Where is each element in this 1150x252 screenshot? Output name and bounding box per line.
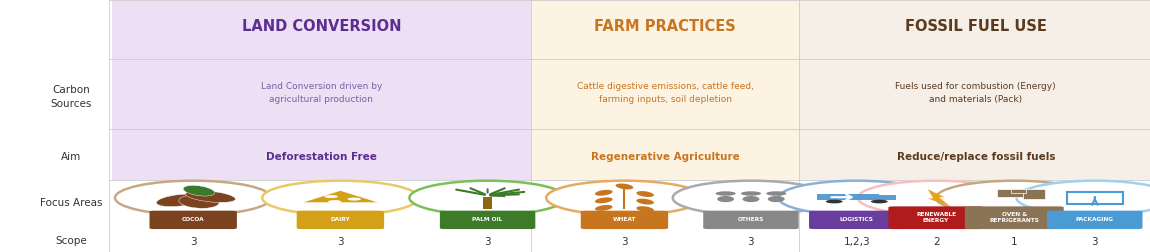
Ellipse shape: [718, 196, 734, 202]
FancyBboxPatch shape: [799, 129, 1150, 180]
FancyBboxPatch shape: [889, 206, 983, 229]
Text: Regenerative Agriculture: Regenerative Agriculture: [591, 152, 739, 162]
Bar: [1022, 189, 1045, 199]
Text: Reduce/replace fossil fuels: Reduce/replace fossil fuels: [897, 152, 1055, 162]
Circle shape: [673, 181, 829, 215]
FancyBboxPatch shape: [531, 129, 799, 180]
Bar: [997, 189, 1026, 197]
Circle shape: [741, 191, 761, 196]
Bar: [818, 194, 880, 200]
FancyBboxPatch shape: [704, 211, 798, 229]
Circle shape: [936, 181, 1092, 215]
Polygon shape: [301, 191, 380, 203]
Bar: [483, 197, 492, 209]
Ellipse shape: [595, 205, 613, 211]
Ellipse shape: [595, 197, 613, 203]
Circle shape: [328, 200, 342, 203]
FancyBboxPatch shape: [799, 59, 1150, 129]
FancyBboxPatch shape: [150, 211, 237, 229]
FancyBboxPatch shape: [112, 59, 531, 129]
Text: OTHERS: OTHERS: [738, 217, 764, 222]
Circle shape: [871, 200, 888, 203]
Text: Land Conversion driven by
agricultural production: Land Conversion driven by agricultural p…: [261, 82, 382, 104]
Circle shape: [347, 198, 361, 201]
FancyBboxPatch shape: [112, 0, 531, 59]
Text: LOGISTICS: LOGISTICS: [840, 217, 874, 222]
FancyBboxPatch shape: [965, 206, 1064, 229]
Bar: [876, 195, 896, 200]
FancyBboxPatch shape: [799, 0, 1150, 59]
Text: FARM PRACTICES: FARM PRACTICES: [595, 19, 736, 34]
Circle shape: [262, 181, 419, 215]
Text: DAIRY: DAIRY: [330, 217, 351, 222]
Circle shape: [115, 181, 271, 215]
Ellipse shape: [636, 191, 654, 197]
Text: Aim: Aim: [61, 152, 82, 163]
FancyBboxPatch shape: [581, 211, 668, 229]
Text: 3: 3: [337, 237, 344, 247]
Text: 1: 1: [1011, 237, 1018, 247]
FancyBboxPatch shape: [531, 0, 799, 59]
Text: 3: 3: [621, 237, 628, 247]
Text: 3: 3: [1091, 237, 1098, 247]
FancyBboxPatch shape: [1048, 211, 1142, 229]
Circle shape: [826, 200, 843, 203]
Circle shape: [858, 181, 1014, 215]
Ellipse shape: [595, 190, 613, 196]
Ellipse shape: [185, 191, 236, 202]
Polygon shape: [928, 189, 950, 206]
Text: Carbon
Sources: Carbon Sources: [51, 85, 92, 109]
Bar: [1067, 192, 1122, 204]
Text: Deforestation Free: Deforestation Free: [266, 152, 377, 162]
Circle shape: [409, 181, 566, 215]
Circle shape: [324, 195, 338, 198]
Ellipse shape: [183, 185, 215, 196]
Text: Cattle digestive emissions, cattle feed,
farming inputs, soil depletion: Cattle digestive emissions, cattle feed,…: [577, 82, 753, 104]
Text: PALM OIL: PALM OIL: [473, 217, 503, 222]
Text: COCOA: COCOA: [182, 217, 205, 222]
Text: RENEWABLE
ENERGY: RENEWABLE ENERGY: [917, 212, 956, 223]
Text: 1,2,3: 1,2,3: [843, 237, 871, 247]
Bar: [1012, 189, 1026, 193]
Text: Focus Areas: Focus Areas: [40, 198, 102, 208]
Circle shape: [766, 191, 787, 196]
Text: LAND CONVERSION: LAND CONVERSION: [242, 19, 401, 34]
Circle shape: [715, 191, 736, 196]
Ellipse shape: [768, 196, 784, 202]
Circle shape: [1017, 181, 1150, 215]
Ellipse shape: [156, 194, 202, 207]
Text: WHEAT: WHEAT: [613, 217, 636, 222]
Text: FOSSIL FUEL USE: FOSSIL FUEL USE: [905, 19, 1046, 34]
Circle shape: [779, 181, 935, 215]
FancyBboxPatch shape: [112, 129, 531, 180]
Text: 3: 3: [190, 237, 197, 247]
Ellipse shape: [636, 206, 654, 212]
Text: Scope: Scope: [55, 236, 87, 246]
Text: PACKAGING: PACKAGING: [1075, 217, 1114, 222]
FancyBboxPatch shape: [439, 211, 536, 229]
FancyBboxPatch shape: [297, 211, 384, 229]
Ellipse shape: [178, 195, 220, 208]
Ellipse shape: [743, 196, 759, 202]
FancyBboxPatch shape: [810, 211, 905, 229]
Text: Fuels used for combustion (Energy)
and materials (Pack): Fuels used for combustion (Energy) and m…: [896, 82, 1056, 104]
Text: OVEN &
REFRIGERANTS: OVEN & REFRIGERANTS: [989, 212, 1040, 223]
Ellipse shape: [615, 183, 634, 190]
FancyBboxPatch shape: [531, 59, 799, 129]
Text: 3: 3: [748, 237, 754, 247]
Ellipse shape: [636, 199, 654, 205]
Text: 2: 2: [933, 237, 940, 247]
Text: 3: 3: [484, 237, 491, 247]
Circle shape: [546, 181, 703, 215]
